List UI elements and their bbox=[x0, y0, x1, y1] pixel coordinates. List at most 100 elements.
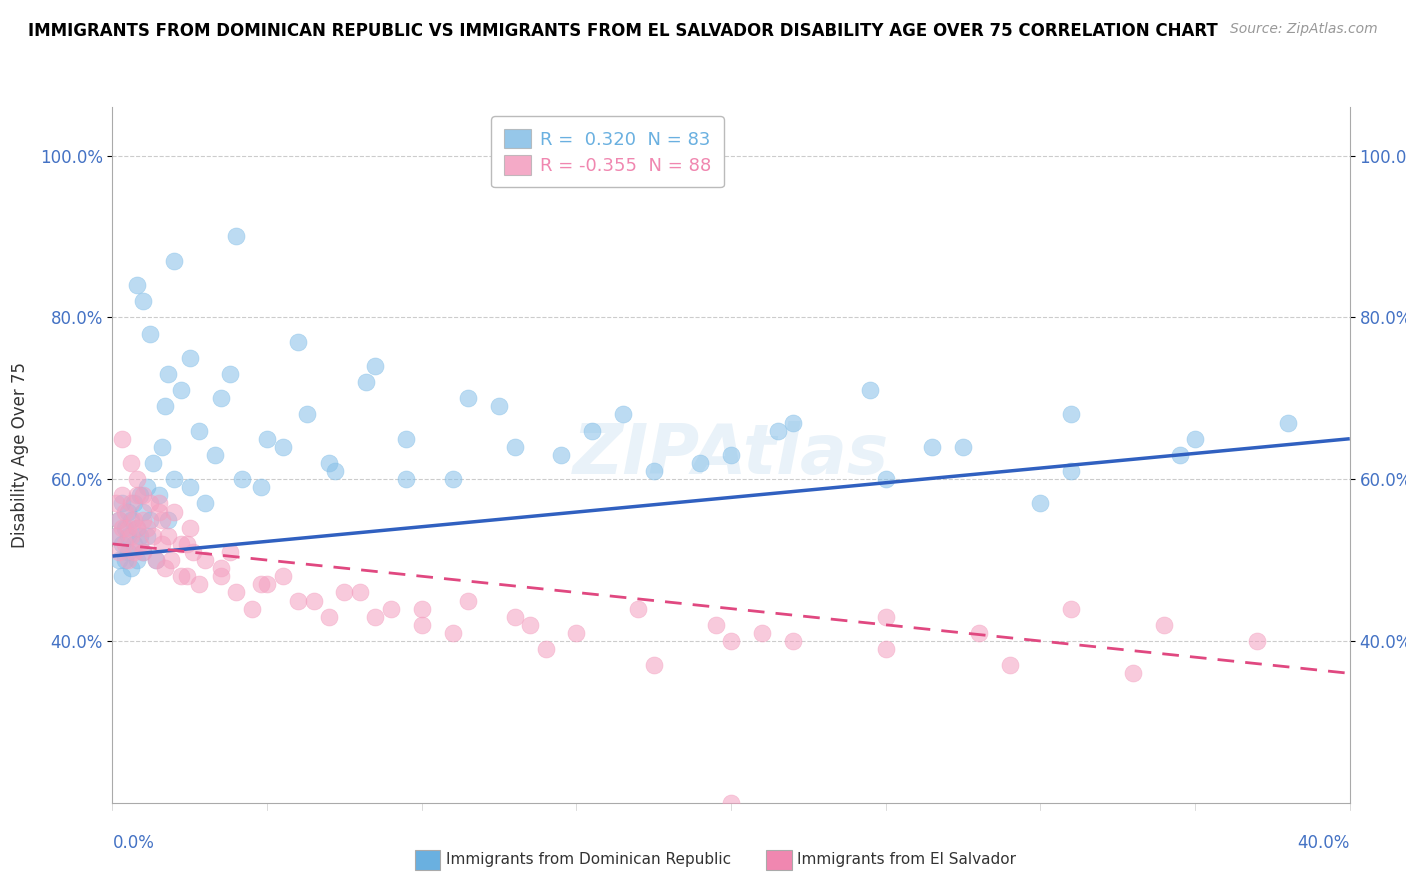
Point bbox=[117, 553, 139, 567]
Point bbox=[720, 448, 742, 462]
Point bbox=[120, 529, 142, 543]
Point bbox=[120, 561, 142, 575]
Point bbox=[135, 529, 157, 543]
Point bbox=[114, 504, 136, 518]
Point bbox=[157, 513, 180, 527]
Point bbox=[117, 521, 139, 535]
Point bbox=[354, 375, 377, 389]
Point bbox=[160, 553, 183, 567]
Point bbox=[766, 424, 789, 438]
Point bbox=[107, 513, 129, 527]
Point bbox=[117, 545, 139, 559]
Point bbox=[581, 424, 603, 438]
Point bbox=[219, 367, 242, 381]
Point bbox=[859, 383, 882, 397]
Text: 40.0%: 40.0% bbox=[1298, 834, 1350, 852]
Point bbox=[364, 609, 387, 624]
Point bbox=[380, 601, 402, 615]
Point bbox=[720, 796, 742, 810]
Point bbox=[150, 440, 173, 454]
Point bbox=[132, 545, 155, 559]
Point bbox=[782, 416, 804, 430]
Point bbox=[643, 464, 665, 478]
Point bbox=[157, 367, 180, 381]
Text: Immigrants from Dominican Republic: Immigrants from Dominican Republic bbox=[446, 853, 731, 867]
Point bbox=[250, 577, 273, 591]
Y-axis label: Disability Age Over 75: Disability Age Over 75 bbox=[11, 362, 28, 548]
Point bbox=[318, 456, 340, 470]
Point bbox=[1168, 448, 1191, 462]
Point bbox=[135, 480, 157, 494]
Point bbox=[441, 472, 464, 486]
Point bbox=[150, 537, 173, 551]
Point bbox=[114, 553, 136, 567]
Point bbox=[271, 440, 294, 454]
Point bbox=[287, 334, 309, 349]
Point bbox=[120, 496, 142, 510]
Point bbox=[550, 448, 572, 462]
Point bbox=[127, 488, 149, 502]
Point bbox=[704, 617, 727, 632]
Point bbox=[503, 609, 526, 624]
Point bbox=[138, 496, 160, 510]
Point bbox=[127, 521, 149, 535]
Point bbox=[107, 553, 129, 567]
Point bbox=[240, 601, 263, 615]
Text: ZIPAtlas: ZIPAtlas bbox=[574, 421, 889, 489]
Point bbox=[411, 617, 433, 632]
Point bbox=[150, 513, 173, 527]
Point bbox=[204, 448, 226, 462]
Point bbox=[256, 432, 278, 446]
Point bbox=[643, 658, 665, 673]
Point bbox=[188, 424, 211, 438]
Point bbox=[138, 326, 160, 341]
Point bbox=[127, 553, 149, 567]
Point bbox=[751, 626, 773, 640]
Point bbox=[256, 577, 278, 591]
Point bbox=[1277, 416, 1299, 430]
Point bbox=[271, 569, 294, 583]
Point bbox=[302, 593, 325, 607]
Point bbox=[148, 488, 170, 502]
Point bbox=[1153, 617, 1175, 632]
Point bbox=[153, 561, 176, 575]
Point bbox=[104, 496, 127, 510]
Point bbox=[952, 440, 974, 454]
Point bbox=[349, 585, 371, 599]
Point bbox=[111, 488, 134, 502]
Point bbox=[138, 513, 160, 527]
Point bbox=[104, 529, 127, 543]
Point bbox=[107, 545, 129, 559]
Point bbox=[176, 569, 198, 583]
Point bbox=[129, 488, 152, 502]
Point bbox=[219, 545, 242, 559]
Point bbox=[142, 456, 165, 470]
Point bbox=[132, 545, 155, 559]
Point bbox=[1060, 601, 1083, 615]
Point bbox=[720, 634, 742, 648]
Point bbox=[333, 585, 356, 599]
Point bbox=[457, 392, 479, 406]
Point bbox=[111, 521, 134, 535]
Point bbox=[157, 529, 180, 543]
Point bbox=[111, 496, 134, 510]
Point bbox=[104, 529, 127, 543]
Point bbox=[612, 408, 634, 422]
Point bbox=[111, 432, 134, 446]
Point bbox=[169, 537, 191, 551]
Point bbox=[441, 626, 464, 640]
Point bbox=[194, 553, 217, 567]
Point bbox=[1184, 432, 1206, 446]
Point bbox=[225, 229, 247, 244]
Point bbox=[132, 488, 155, 502]
Text: IMMIGRANTS FROM DOMINICAN REPUBLIC VS IMMIGRANTS FROM EL SALVADOR DISABILITY AGE: IMMIGRANTS FROM DOMINICAN REPUBLIC VS IM… bbox=[28, 22, 1218, 40]
Point bbox=[875, 609, 897, 624]
Point bbox=[127, 278, 149, 293]
Text: 0.0%: 0.0% bbox=[112, 834, 155, 852]
Point bbox=[188, 577, 211, 591]
Point bbox=[998, 658, 1021, 673]
Point bbox=[179, 351, 201, 365]
Point bbox=[176, 537, 198, 551]
Point bbox=[122, 496, 145, 510]
Point bbox=[132, 294, 155, 309]
